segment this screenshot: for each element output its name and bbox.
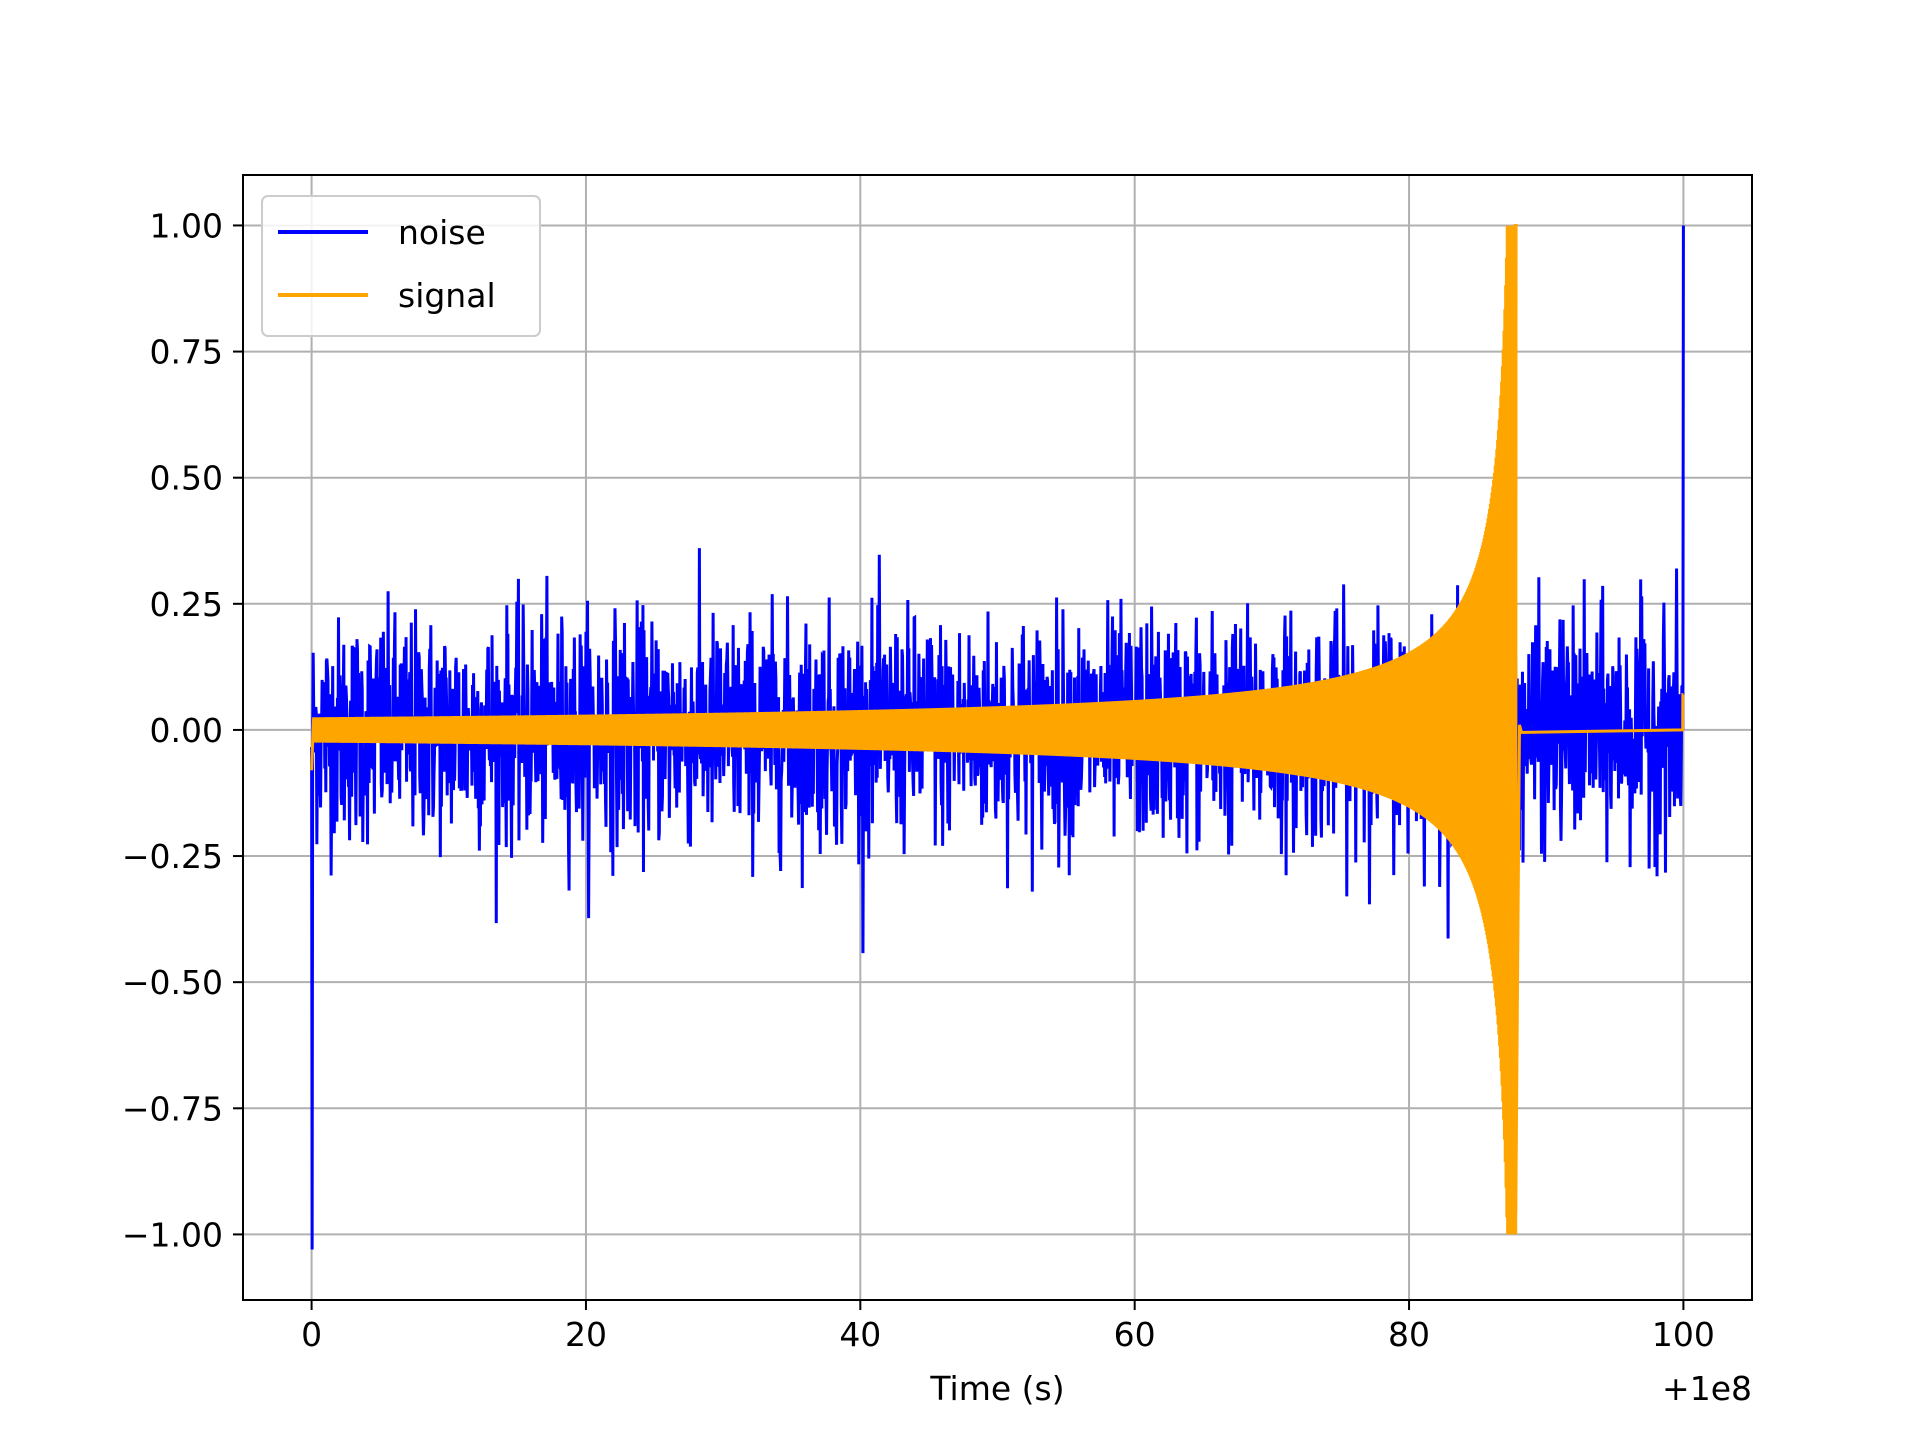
y-tick-label: 0.50 — [150, 459, 223, 498]
x-tick-label: 100 — [1652, 1315, 1715, 1354]
y-tick-label: 0.25 — [150, 585, 223, 624]
legend-label-signal: signal — [398, 276, 496, 315]
y-tick-label: −1.00 — [122, 1215, 223, 1254]
y-tick-label: 0.75 — [150, 333, 223, 372]
y-tick-label: −0.25 — [122, 837, 223, 876]
y-tick-label: −0.50 — [122, 963, 223, 1002]
ticks: 0 20 40 60 80 100 1.00 0.75 0.50 0.25 0.00 −0.25 −0.… — [122, 206, 1715, 1354]
x-tick-label: 0 — [301, 1315, 322, 1354]
axes-frame — [242, 174, 1753, 1301]
y-tick-label: −0.75 — [122, 1089, 223, 1128]
legend: noise signal — [261, 195, 541, 337]
x-tick-label: 60 — [1114, 1315, 1156, 1354]
signal-line — [310, 223, 1685, 1235]
plot-area — [310, 223, 1685, 1250]
y-tick-label: 1.00 — [150, 206, 223, 245]
x-tick-label: 80 — [1388, 1315, 1430, 1354]
x-axis-label: Time (s) — [929, 1369, 1064, 1408]
x-tick-label: 40 — [839, 1315, 881, 1354]
legend-label-noise: noise — [398, 213, 486, 252]
series-layer — [310, 223, 1685, 1250]
y-tick-label: 0.00 — [150, 711, 223, 750]
x-tick-label: 20 — [565, 1315, 607, 1354]
x-axis-offset-label: +1e8 — [1662, 1369, 1752, 1408]
